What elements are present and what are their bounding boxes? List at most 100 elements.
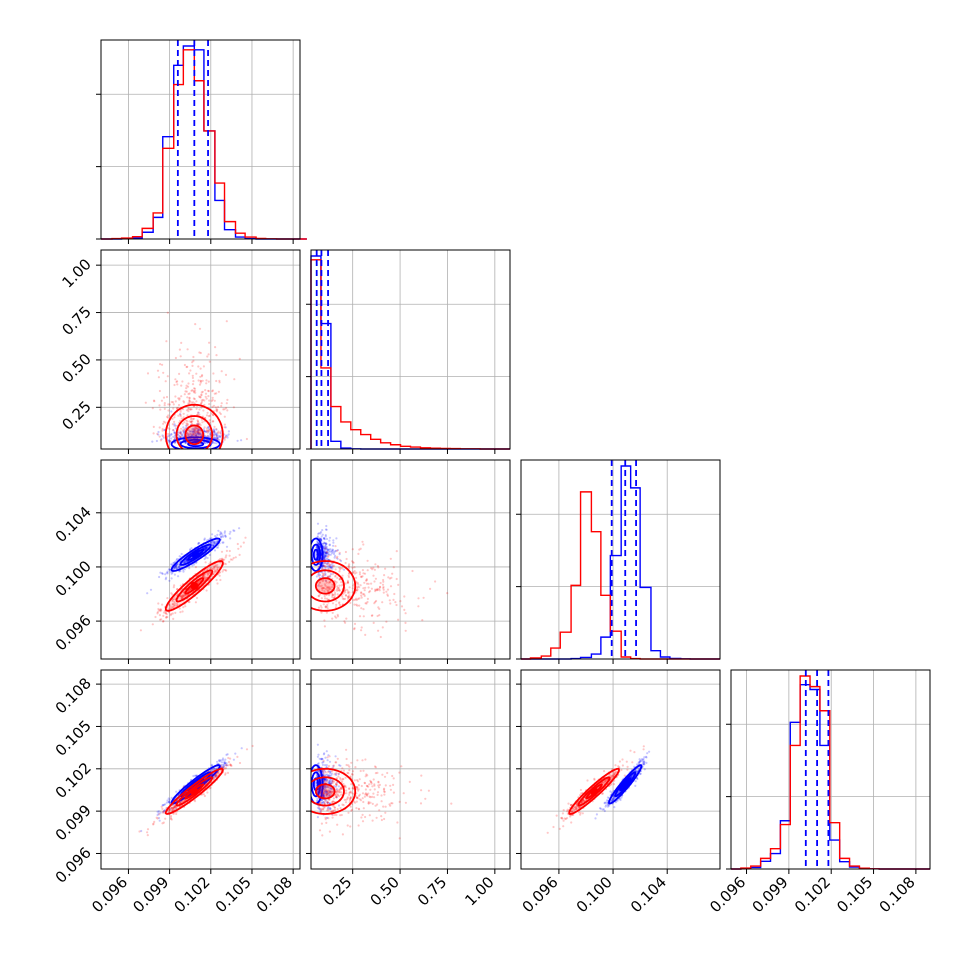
sample-point-blue — [641, 763, 644, 766]
sample-point-red — [229, 763, 232, 766]
sample-point-red — [214, 406, 217, 409]
sample-point-red — [374, 804, 377, 807]
sample-point-red — [173, 805, 176, 808]
sample-point-blue — [190, 434, 193, 437]
sample-point-red — [400, 765, 403, 768]
sample-point-red — [356, 780, 360, 783]
sample-point-red — [355, 588, 358, 592]
sample-point-blue — [161, 572, 164, 576]
sample-point-red — [337, 587, 340, 590]
sample-point-red — [321, 567, 324, 570]
sample-point-red — [344, 784, 347, 788]
sample-point-red — [333, 593, 337, 596]
sample-point-red — [170, 592, 173, 595]
sample-point-red — [390, 576, 393, 579]
sample-point-red — [242, 541, 245, 544]
sample-point-red — [183, 401, 186, 404]
sample-point-red — [166, 311, 169, 314]
sample-point-blue — [324, 784, 327, 788]
sample-point-red — [163, 402, 166, 405]
sample-point-red — [175, 407, 178, 410]
sample-point-blue — [159, 811, 162, 814]
sample-point-red — [323, 779, 326, 782]
sample-point-red — [206, 573, 209, 577]
sample-point-red — [350, 773, 354, 776]
sample-point-red — [185, 424, 188, 427]
sample-point-red — [236, 755, 239, 759]
sample-point-red — [199, 380, 203, 383]
sample-point-red — [357, 552, 360, 556]
sample-point-red — [188, 400, 191, 403]
sample-point-blue — [331, 548, 334, 551]
sample-point-red — [570, 810, 574, 813]
sample-point-red — [165, 613, 168, 616]
sample-point-red — [324, 789, 328, 792]
sample-point-blue — [322, 561, 325, 564]
sample-point-blue — [166, 570, 169, 573]
sample-point-blue — [316, 816, 319, 819]
sample-point-red — [336, 790, 339, 793]
sample-point-red — [390, 802, 393, 805]
sample-point-red — [223, 408, 226, 411]
sample-point-red — [208, 399, 211, 402]
sample-point-red — [244, 536, 247, 539]
sample-point-blue — [204, 556, 207, 559]
sample-point-red — [199, 396, 202, 399]
sample-point-red — [336, 586, 339, 589]
sample-point-blue — [216, 533, 219, 537]
sample-point-blue — [325, 816, 329, 820]
sample-point-red — [211, 567, 215, 570]
sample-point-red — [166, 415, 169, 418]
sample-point-red — [326, 590, 329, 593]
sample-point-blue — [634, 784, 637, 788]
sample-point-red — [334, 568, 337, 571]
sample-point-red — [186, 422, 189, 425]
sample-point-red — [333, 595, 336, 599]
sample-point-red — [196, 413, 199, 416]
sample-point-red — [179, 415, 182, 418]
sample-point-blue — [606, 805, 610, 808]
sample-point-red — [331, 602, 335, 605]
sample-point-red — [396, 821, 399, 824]
sample-point-blue — [190, 547, 193, 550]
sample-point-red — [174, 611, 177, 615]
sample-point-red — [586, 779, 589, 782]
sample-point-blue — [226, 753, 229, 756]
sample-point-red — [212, 777, 215, 780]
sample-point-blue — [174, 565, 177, 568]
sample-point-red — [187, 408, 190, 411]
sample-point-red — [361, 797, 364, 800]
sample-point-blue — [216, 437, 219, 440]
sample-point-red — [348, 791, 351, 795]
sample-point-red — [574, 806, 578, 809]
sample-point-red — [190, 389, 193, 392]
sample-point-red — [382, 585, 385, 589]
sample-point-red — [345, 789, 348, 792]
sample-point-red — [172, 604, 176, 607]
sample-point-blue — [333, 785, 336, 788]
sample-point-blue — [336, 788, 339, 791]
sample-point-red — [374, 588, 377, 591]
sample-point-red — [206, 572, 209, 575]
sample-point-red — [229, 757, 232, 760]
sample-point-red — [159, 609, 162, 613]
sample-point-blue — [224, 534, 227, 537]
sample-point-blue — [196, 431, 200, 435]
sample-point-blue — [163, 429, 166, 432]
sample-point-red — [338, 791, 341, 794]
sample-point-blue — [338, 553, 341, 556]
sample-point-red — [171, 600, 174, 603]
sample-point-red — [167, 414, 170, 417]
sample-point-red — [378, 783, 381, 787]
sample-point-red — [214, 565, 217, 568]
sample-point-blue — [324, 554, 327, 557]
sample-point-red — [356, 797, 359, 800]
sample-point-red — [171, 401, 175, 404]
sample-point-blue — [191, 430, 194, 434]
sample-point-red — [569, 815, 572, 818]
sample-point-blue — [155, 439, 158, 443]
sample-point-blue — [323, 565, 326, 568]
sample-point-red — [566, 808, 569, 811]
sample-point-red — [335, 599, 338, 602]
sample-point-red — [360, 594, 363, 597]
